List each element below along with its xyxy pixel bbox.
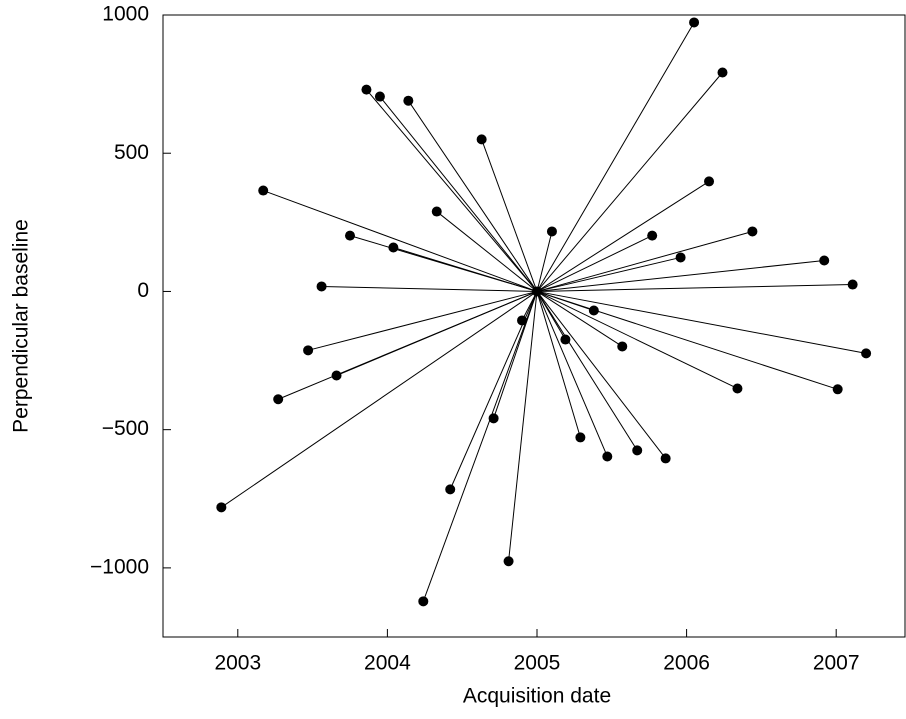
acquisition-point bbox=[847, 279, 858, 290]
baseline-link bbox=[536, 290, 838, 390]
acquisition-point bbox=[388, 242, 399, 253]
acquisition-point bbox=[732, 383, 743, 394]
acquisition-point bbox=[575, 432, 586, 443]
acquisition-point bbox=[517, 315, 528, 326]
acquisition-point bbox=[647, 230, 658, 241]
baseline-link bbox=[536, 235, 653, 292]
baseline-link bbox=[263, 190, 538, 292]
acquisition-point bbox=[445, 484, 456, 495]
acquisition-point bbox=[819, 255, 830, 266]
x-tick-label: 2005 bbox=[514, 652, 561, 675]
acquisition-point bbox=[689, 17, 700, 28]
baseline-link bbox=[221, 291, 538, 508]
acquisition-point bbox=[403, 95, 414, 106]
acquisition-point bbox=[374, 91, 385, 102]
x-tick-label: 2003 bbox=[214, 652, 261, 675]
baseline-link bbox=[536, 256, 681, 292]
baseline-link bbox=[536, 231, 553, 292]
acquisition-point bbox=[418, 596, 429, 607]
acquisition-point bbox=[258, 185, 269, 196]
y-tick-label: −1000 bbox=[90, 555, 149, 578]
acquisition-point bbox=[632, 445, 643, 456]
baseline-link bbox=[536, 290, 867, 354]
acquisition-point bbox=[344, 230, 355, 241]
acquisition-point bbox=[503, 556, 514, 567]
acquisition-point bbox=[476, 134, 487, 145]
baseline-link bbox=[536, 291, 608, 457]
acquisition-point bbox=[431, 206, 442, 217]
acquisition-point bbox=[488, 413, 499, 424]
baseline-link bbox=[536, 291, 623, 347]
acquisition-point bbox=[660, 453, 671, 464]
acquisition-point bbox=[273, 394, 284, 405]
x-tick-label: 2007 bbox=[813, 652, 860, 675]
y-axis-label: Perpendicular baseline bbox=[10, 219, 33, 433]
baseline-link bbox=[422, 291, 538, 602]
baseline-link bbox=[536, 72, 723, 292]
baseline-link bbox=[536, 291, 667, 459]
baseline-link bbox=[379, 96, 538, 292]
baseline-link bbox=[536, 284, 853, 292]
y-tick-label: −500 bbox=[102, 417, 149, 440]
acquisition-point bbox=[602, 451, 613, 462]
x-axis-label: Acquisition date bbox=[463, 685, 611, 708]
acquisition-point bbox=[675, 252, 686, 263]
acquisition-point bbox=[560, 334, 571, 345]
baseline-link bbox=[407, 100, 538, 292]
acquisition-point bbox=[216, 502, 227, 513]
baseline-link bbox=[321, 285, 538, 292]
baseline-link bbox=[536, 230, 753, 292]
acquisition-point bbox=[717, 67, 728, 78]
acquisition-point bbox=[316, 281, 327, 292]
acquisition-point bbox=[617, 341, 628, 352]
baseline-link bbox=[307, 290, 538, 351]
acquisition-point bbox=[588, 305, 599, 316]
acquisition-point bbox=[331, 370, 342, 381]
baseline-link bbox=[436, 211, 538, 292]
acquisition-point bbox=[546, 226, 557, 237]
x-tick-label: 2006 bbox=[663, 652, 710, 675]
baseline-link bbox=[536, 259, 825, 292]
baseline-link bbox=[536, 291, 581, 438]
y-tick-label: 0 bbox=[137, 279, 149, 302]
acquisition-point bbox=[832, 384, 843, 395]
baseline-link bbox=[481, 139, 538, 292]
acquisition-point bbox=[704, 176, 715, 187]
master-point bbox=[531, 286, 542, 297]
y-tick-label: 1000 bbox=[102, 3, 149, 26]
y-tick-label: 500 bbox=[114, 141, 149, 164]
plot-frame bbox=[162, 14, 906, 638]
acquisition-point bbox=[747, 226, 758, 237]
x-tick-label: 2004 bbox=[364, 652, 411, 675]
acquisition-point bbox=[361, 84, 372, 95]
baseline-link bbox=[393, 247, 538, 292]
acquisition-point bbox=[861, 348, 872, 359]
baseline-link bbox=[277, 290, 538, 400]
baseline-link bbox=[508, 291, 538, 562]
acquisition-point bbox=[303, 345, 314, 356]
baseline-link bbox=[536, 180, 710, 292]
baseline-link bbox=[536, 290, 738, 389]
baseline-link bbox=[536, 291, 638, 451]
baseline-link bbox=[536, 22, 695, 292]
baseline-link bbox=[366, 89, 538, 292]
